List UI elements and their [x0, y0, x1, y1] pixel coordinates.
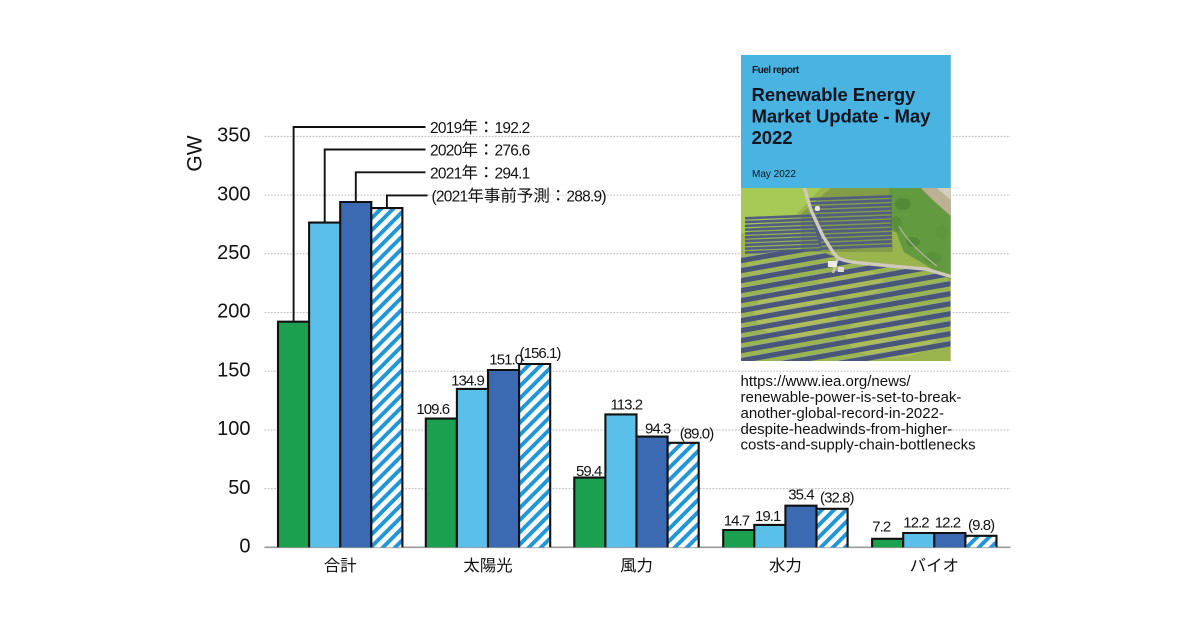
svg-text:https://www.iea.org/news/: https://www.iea.org/news/	[741, 373, 912, 390]
svg-text:Market Update - May: Market Update - May	[752, 106, 932, 127]
svg-text:113.2: 113.2	[610, 397, 642, 414]
svg-text:(156.1): (156.1)	[520, 345, 562, 362]
svg-text:276.6: 276.6	[494, 143, 529, 160]
svg-text:100: 100	[217, 418, 250, 440]
svg-text:costs-and-supply-chain-bottlen: costs-and-supply-chain-bottlenecks	[741, 437, 976, 454]
svg-text:(89.0): (89.0)	[680, 425, 714, 442]
svg-text:14.7: 14.7	[724, 513, 750, 530]
svg-text:94.3: 94.3	[645, 420, 671, 437]
svg-text:7.2: 7.2	[872, 519, 891, 536]
svg-text:(2021: (2021	[432, 188, 468, 205]
svg-text:2020: 2020	[430, 143, 463, 160]
svg-text:50: 50	[228, 477, 250, 499]
svg-text:12.2: 12.2	[903, 515, 929, 532]
svg-text:Fuel report: Fuel report	[752, 65, 800, 76]
svg-text:12.2: 12.2	[935, 515, 961, 532]
svg-text:(9.8): (9.8)	[968, 517, 995, 534]
svg-text:2019: 2019	[430, 120, 462, 137]
svg-text:350: 350	[217, 125, 250, 147]
svg-text:59.4: 59.4	[576, 463, 602, 480]
svg-text:19.1: 19.1	[755, 508, 781, 525]
svg-text:109.6: 109.6	[416, 401, 449, 418]
svg-text:150: 150	[217, 359, 250, 381]
svg-text:(32.8): (32.8)	[820, 490, 854, 507]
svg-text:2022: 2022	[752, 127, 793, 148]
svg-text:200: 200	[217, 301, 250, 323]
svg-text:288.9): 288.9)	[566, 188, 606, 205]
svg-text:renewable-power-is-set-to-brea: renewable-power-is-set-to-break-	[741, 389, 962, 406]
svg-text:0: 0	[239, 536, 250, 558]
svg-text:192.2: 192.2	[494, 120, 529, 137]
svg-text:35.4: 35.4	[788, 487, 814, 504]
svg-text:Renewable Energy: Renewable Energy	[752, 84, 916, 105]
svg-text:2021: 2021	[430, 165, 462, 182]
svg-text:300: 300	[217, 183, 250, 205]
svg-text:151.0: 151.0	[489, 352, 522, 369]
svg-text:GW: GW	[184, 135, 207, 171]
svg-text:May 2022: May 2022	[752, 169, 796, 180]
svg-text:294.1: 294.1	[494, 165, 529, 182]
svg-text:despite-headwinds-from-higher-: despite-headwinds-from-higher-	[741, 421, 953, 438]
svg-text:another-global-record-in-2022-: another-global-record-in-2022-	[741, 405, 944, 422]
svg-text:134.9: 134.9	[451, 373, 484, 390]
svg-text:250: 250	[217, 242, 250, 264]
